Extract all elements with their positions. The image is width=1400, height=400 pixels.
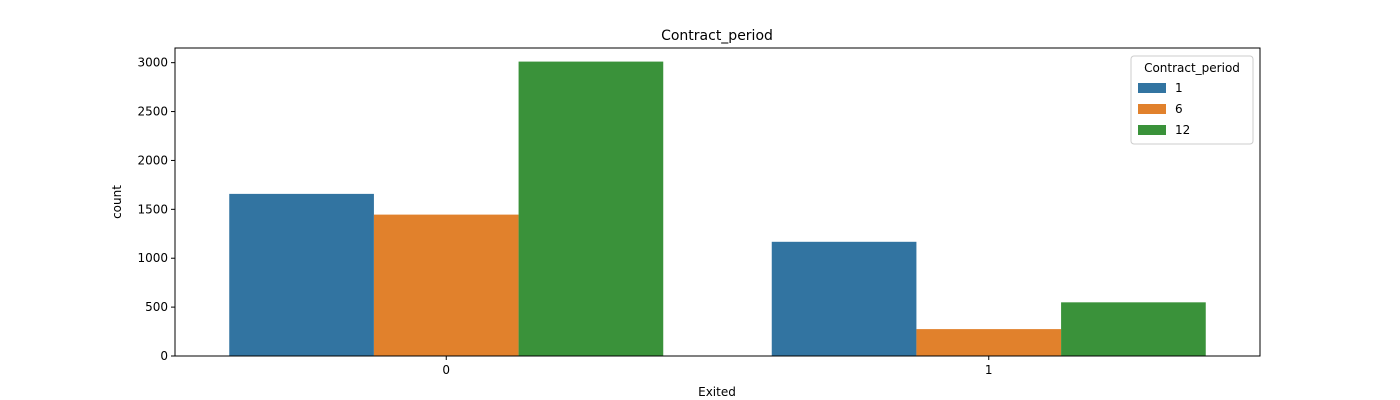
legend-box: [1130, 55, 1254, 145]
y-tick-label: 2500: [137, 105, 168, 119]
x-tick-label: 0: [442, 363, 450, 377]
plot-frame: [174, 47, 1261, 357]
x-tick-label: 1: [985, 363, 993, 377]
y-tick-label: 1500: [137, 202, 168, 216]
y-tick-label: 2000: [137, 153, 168, 167]
bar-exited-0-period-1: [229, 193, 374, 356]
bars-group: [229, 61, 1206, 357]
x-axis-label: Exited: [698, 385, 736, 399]
legend-swatch-12: [1138, 125, 1166, 135]
y-tick-label: 0: [160, 349, 168, 363]
legend-swatch-6: [1138, 104, 1166, 114]
bar-exited-1-period-12: [1061, 302, 1206, 356]
y-tick-label: 3000: [137, 56, 168, 70]
y-tick-label: 1000: [137, 251, 168, 265]
bar-exited-1-period-1: [771, 241, 917, 356]
y-axis-label: count: [110, 185, 124, 219]
y-axis-ticks: 0 500 1000 1500 2000 2500 3000: [137, 56, 175, 363]
y-tick-label: 500: [145, 300, 168, 314]
legend-label-1: 1: [1175, 81, 1183, 95]
legend-label-6: 6: [1175, 102, 1183, 116]
bar-exited-0-period-6: [373, 214, 519, 356]
legend-title: Contract_period: [1144, 61, 1240, 75]
legend-label-12: 12: [1175, 123, 1190, 137]
bar-exited-1-period-6: [916, 329, 1062, 356]
chart-title: Contract_period: [661, 28, 773, 44]
bar-exited-0-period-12: [518, 61, 664, 357]
legend-swatch-1: [1138, 83, 1166, 93]
